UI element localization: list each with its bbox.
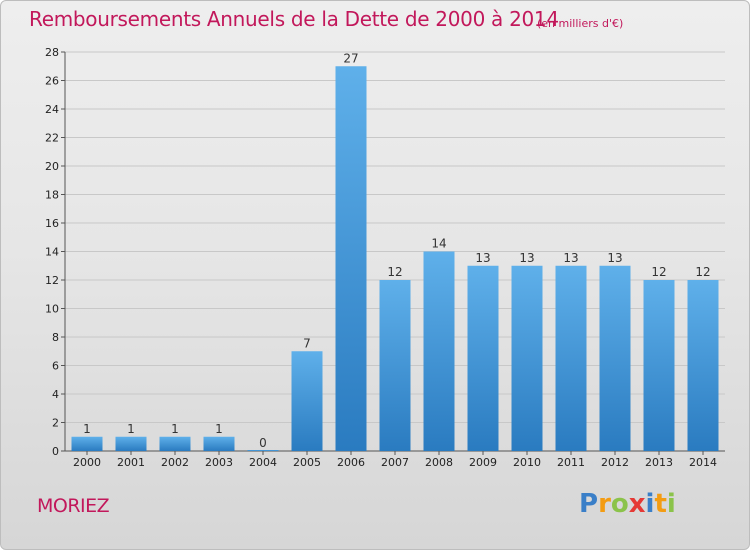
bar [71, 436, 103, 451]
x-tick-label: 2011 [557, 456, 585, 469]
bar [159, 436, 191, 451]
proxiti-logo: Proxiti [579, 489, 676, 519]
y-tick-label: 20 [45, 160, 59, 173]
logo-letter: x [628, 489, 646, 519]
data-label: 1 [83, 422, 91, 436]
logo-letter: t [654, 489, 667, 519]
y-tick-label: 28 [45, 46, 59, 59]
x-tick-label: 2008 [425, 456, 453, 469]
y-tick-label: 0 [52, 445, 59, 458]
chart-subtitle: (en milliers d'€) [537, 17, 624, 30]
logo-letter: i [666, 489, 676, 519]
bar [335, 66, 367, 451]
bar [511, 265, 543, 451]
x-tick-label: 2005 [293, 456, 321, 469]
y-tick-label: 14 [45, 246, 59, 259]
data-label: 7 [303, 336, 311, 350]
y-tick-label: 16 [45, 217, 59, 230]
bar [203, 436, 235, 451]
x-tick-label: 2004 [249, 456, 277, 469]
data-label: 12 [695, 265, 710, 279]
y-tick-label: 26 [45, 75, 59, 88]
data-label: 1 [171, 422, 179, 436]
data-label: 27 [343, 51, 358, 65]
x-tick-label: 2006 [337, 456, 365, 469]
x-tick-label: 2014 [689, 456, 717, 469]
x-tick-label: 2001 [117, 456, 145, 469]
bar [467, 265, 499, 451]
data-labels: 1 1 1 1 0 7 27 12 14 13 13 13 13 12 12 [83, 51, 710, 450]
y-tick-label: 24 [45, 103, 59, 116]
logo-letter: r [598, 489, 611, 519]
y-tick-label: 2 [52, 417, 59, 430]
data-label: 0 [259, 436, 267, 450]
x-tick-label: 2003 [205, 456, 233, 469]
bar [115, 436, 147, 451]
logo-letter: i [645, 489, 655, 519]
data-label: 13 [563, 251, 578, 265]
data-label: 13 [607, 251, 622, 265]
y-tick-label: 22 [45, 132, 59, 145]
logo-letter: P [579, 489, 599, 519]
y-tick-label: 18 [45, 189, 59, 202]
bar [247, 450, 279, 451]
x-tick-label: 2012 [601, 456, 629, 469]
data-label: 12 [387, 265, 402, 279]
data-label: 13 [519, 251, 534, 265]
y-tick-label: 4 [52, 388, 59, 401]
x-tick-label: 2010 [513, 456, 541, 469]
data-label: 13 [475, 251, 490, 265]
bar [291, 351, 323, 451]
data-label: 14 [431, 237, 446, 251]
data-label: 1 [215, 422, 223, 436]
x-tick-label: 2000 [73, 456, 101, 469]
y-tick-label: 8 [52, 331, 59, 344]
location-name: MORIEZ [37, 495, 110, 517]
bar [643, 280, 675, 451]
logo-letter: o [610, 489, 629, 519]
x-tick-label: 2002 [161, 456, 189, 469]
data-label: 1 [127, 422, 135, 436]
bar [599, 265, 631, 451]
y-tick-label: 12 [45, 274, 59, 287]
bars [71, 66, 719, 451]
x-tick-label: 2009 [469, 456, 497, 469]
data-label: 12 [651, 265, 666, 279]
bar [423, 251, 455, 451]
bar [687, 280, 719, 451]
y-tick-label: 10 [45, 303, 59, 316]
chart-title: Remboursements Annuels de la Dette de 20… [29, 7, 559, 31]
y-tick-label: 6 [52, 360, 59, 373]
x-tick-label: 2013 [645, 456, 673, 469]
bar [379, 280, 411, 451]
x-tick-label: 2007 [381, 456, 409, 469]
bar [555, 265, 587, 451]
